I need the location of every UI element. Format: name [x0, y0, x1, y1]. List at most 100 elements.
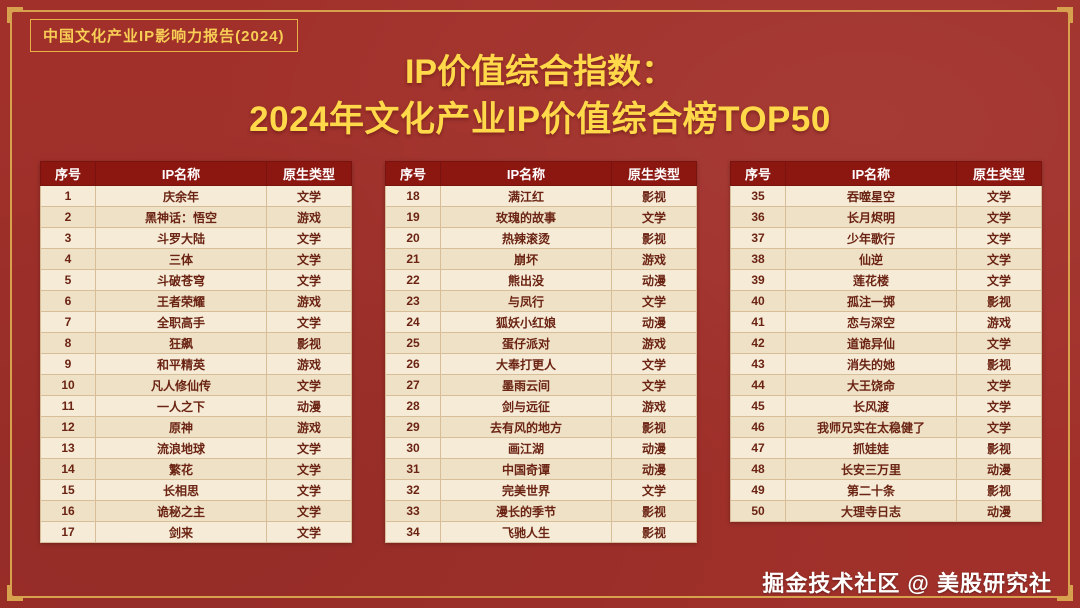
ip-name-cell: 庆余年: [95, 185, 267, 207]
table-row: 32 完美世界 文学: [385, 479, 697, 501]
table-row: 22 熊出没 动漫: [385, 269, 697, 291]
ip-name-cell: 和平精英: [95, 353, 267, 375]
table-row: 24 狐妖小红娘 动漫: [385, 311, 697, 333]
ip-name-cell: 原神: [95, 416, 267, 438]
rank-cell: 15: [40, 479, 96, 501]
type-cell: 影视: [956, 479, 1042, 501]
type-cell: 影视: [956, 437, 1042, 459]
table-row: 39 莲花楼 文学: [730, 269, 1042, 291]
column-header: IP名称: [95, 161, 267, 186]
type-cell: 文学: [266, 437, 352, 459]
title-line-2: 2024年文化产业IP价值综合榜TOP50: [249, 99, 831, 139]
rank-cell: 49: [730, 479, 786, 501]
rank-cell: 47: [730, 437, 786, 459]
type-cell: 动漫: [266, 395, 352, 417]
table-row: 14 繁花 文学: [40, 458, 352, 480]
ip-name-cell: 莲花楼: [785, 269, 957, 291]
table-row: 2 黑神话：悟空 游戏: [40, 206, 352, 228]
type-cell: 文学: [266, 248, 352, 270]
rank-cell: 10: [40, 374, 96, 396]
table-row: 12 原神 游戏: [40, 416, 352, 438]
rank-cell: 3: [40, 227, 96, 249]
ip-name-cell: 凡人修仙传: [95, 374, 267, 396]
table-row: 6 王者荣耀 游戏: [40, 290, 352, 312]
type-cell: 文学: [266, 521, 352, 543]
ip-name-cell: 流浪地球: [95, 437, 267, 459]
rank-cell: 38: [730, 248, 786, 270]
ip-name-cell: 狂飙: [95, 332, 267, 354]
rank-cell: 34: [385, 521, 441, 543]
rank-cell: 6: [40, 290, 96, 312]
table-row: 1 庆余年 文学: [40, 185, 352, 207]
rank-cell: 8: [40, 332, 96, 354]
type-cell: 游戏: [266, 206, 352, 228]
rank-cell: 23: [385, 290, 441, 312]
ip-name-cell: 去有风的地方: [440, 416, 612, 438]
table-header-row: 序号 IP名称 原生类型: [385, 161, 697, 186]
rank-cell: 36: [730, 206, 786, 228]
frame-corner-bottom-left: [7, 585, 23, 601]
type-cell: 文学: [611, 290, 697, 312]
type-cell: 文学: [266, 458, 352, 480]
type-cell: 游戏: [266, 353, 352, 375]
type-cell: 影视: [611, 185, 697, 207]
rank-cell: 2: [40, 206, 96, 228]
rank-cell: 28: [385, 395, 441, 417]
ip-name-cell: 黑神话：悟空: [95, 206, 267, 228]
table-row: 23 与凤行 文学: [385, 290, 697, 312]
type-cell: 文学: [611, 479, 697, 501]
column-header: IP名称: [785, 161, 957, 186]
rank-cell: 19: [385, 206, 441, 228]
ranking-table: 序号 IP名称 原生类型 18 满江红 影视 19 玫瑰的故事 文学 20 热辣滚烫 影视 21 崩坏 游戏…: [385, 161, 697, 543]
rank-cell: 46: [730, 416, 786, 438]
type-cell: 文学: [956, 332, 1042, 354]
ranking-tables: 序号 IP名称 原生类型 1 庆余年 文学 2 黑神话：悟空 游戏 3 斗罗大陆 文学 4 三体 文学 5 斗破…: [40, 161, 1042, 543]
ip-name-cell: 画江湖: [440, 437, 612, 459]
ip-name-cell: 剑与远征: [440, 395, 612, 417]
ip-name-cell: 我师兄实在太稳健了: [785, 416, 957, 438]
ip-name-cell: 一人之下: [95, 395, 267, 417]
table-row: 11 一人之下 动漫: [40, 395, 352, 417]
table-row: 46 我师兄实在太稳健了 文学: [730, 416, 1042, 438]
rank-cell: 31: [385, 458, 441, 480]
table-row: 42 道诡异仙 文学: [730, 332, 1042, 354]
type-cell: 影视: [611, 227, 697, 249]
table-row: 40 孤注一掷 影视: [730, 290, 1042, 312]
ip-name-cell: 全职高手: [95, 311, 267, 333]
table-row: 49 第二十条 影视: [730, 479, 1042, 501]
ip-name-cell: 漫长的季节: [440, 500, 612, 522]
ip-name-cell: 崩坏: [440, 248, 612, 270]
ip-name-cell: 道诡异仙: [785, 332, 957, 354]
title-line-1: IP价值综合指数：: [404, 53, 676, 91]
type-cell: 影视: [266, 332, 352, 354]
type-cell: 影视: [611, 521, 697, 543]
type-cell: 文学: [956, 227, 1042, 249]
type-cell: 动漫: [611, 458, 697, 480]
table-row: 15 长相思 文学: [40, 479, 352, 501]
ip-name-cell: 玫瑰的故事: [440, 206, 612, 228]
ranking-table-1: 序号 IP名称 原生类型 1 庆余年 文学 2 黑神话：悟空 游戏 3 斗罗大陆 文学 4 三体 文学 5 斗破…: [40, 161, 352, 543]
column-header: IP名称: [440, 161, 612, 186]
rank-cell: 29: [385, 416, 441, 438]
type-cell: 文学: [956, 395, 1042, 417]
type-cell: 文学: [611, 353, 697, 375]
rank-cell: 9: [40, 353, 96, 375]
table-row: 17 剑来 文学: [40, 521, 352, 543]
report-label: 中国文化产业IP影响力报告(2024): [30, 19, 298, 52]
table-row: 19 玫瑰的故事 文学: [385, 206, 697, 228]
rank-cell: 25: [385, 332, 441, 354]
column-header: 原生类型: [266, 161, 352, 186]
table-header-row: 序号 IP名称 原生类型: [40, 161, 352, 186]
type-cell: 文学: [611, 206, 697, 228]
rank-cell: 5: [40, 269, 96, 291]
type-cell: 影视: [956, 290, 1042, 312]
ip-name-cell: 墨雨云间: [440, 374, 612, 396]
column-header: 原生类型: [956, 161, 1042, 186]
table-row: 8 狂飙 影视: [40, 332, 352, 354]
rank-cell: 26: [385, 353, 441, 375]
column-header: 序号: [730, 161, 786, 186]
table-row: 28 剑与远征 游戏: [385, 395, 697, 417]
type-cell: 文学: [266, 479, 352, 501]
type-cell: 游戏: [266, 290, 352, 312]
type-cell: 文学: [956, 206, 1042, 228]
